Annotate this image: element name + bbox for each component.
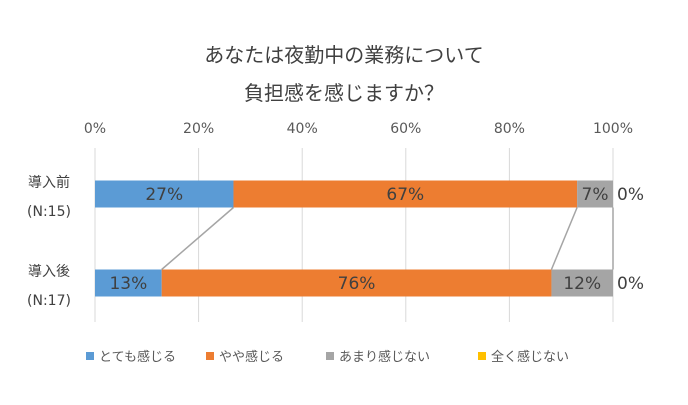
chart-title-line-2: 負担感を感じますか？: [244, 81, 444, 105]
data-label: 0%: [617, 185, 644, 205]
x-tick-label: 80%: [494, 121, 525, 137]
x-tick-label: 100%: [593, 121, 633, 137]
data-label: 0%: [617, 274, 644, 294]
legend-swatch: [206, 352, 214, 360]
legend-swatch: [326, 352, 334, 360]
data-label: 13%: [109, 274, 147, 294]
bar-segment: [551, 269, 613, 297]
chart-title-line-1: あなたは夜勤中の業務について: [204, 43, 484, 67]
chart-title: あなたは夜勤中の業務について 負担感を感じますか？: [0, 36, 688, 112]
x-tick-label: 40%: [287, 121, 318, 137]
data-label: 12%: [563, 274, 601, 294]
category-sublabel: (N:17): [27, 293, 71, 309]
category-label: 導入後: [28, 264, 70, 280]
legend-label: とても感じる: [99, 349, 176, 365]
bar-segment: [233, 180, 578, 208]
legend-label: 全く感じない: [491, 349, 569, 365]
bar-segment: [95, 180, 234, 208]
legend-swatch: [478, 352, 486, 360]
category-sublabel: (N:15): [27, 204, 71, 220]
data-label: 76%: [338, 274, 376, 294]
legend-swatch: [86, 352, 94, 360]
x-tick-label: 20%: [183, 121, 214, 137]
series-line: [161, 206, 234, 271]
data-label: 67%: [386, 185, 424, 205]
x-tick-label: 60%: [390, 121, 421, 137]
legend-label: あまり感じない: [339, 349, 430, 365]
bar-segment: [577, 180, 613, 208]
x-tick-label: 0%: [84, 121, 106, 137]
legend-label: やや感じる: [219, 349, 284, 365]
data-label: 27%: [145, 185, 183, 205]
bar-segment: [161, 269, 552, 297]
bar-segment: [95, 269, 162, 297]
category-label: 導入前: [28, 174, 70, 191]
series-line: [550, 207, 578, 270]
data-label: 7%: [582, 185, 609, 205]
